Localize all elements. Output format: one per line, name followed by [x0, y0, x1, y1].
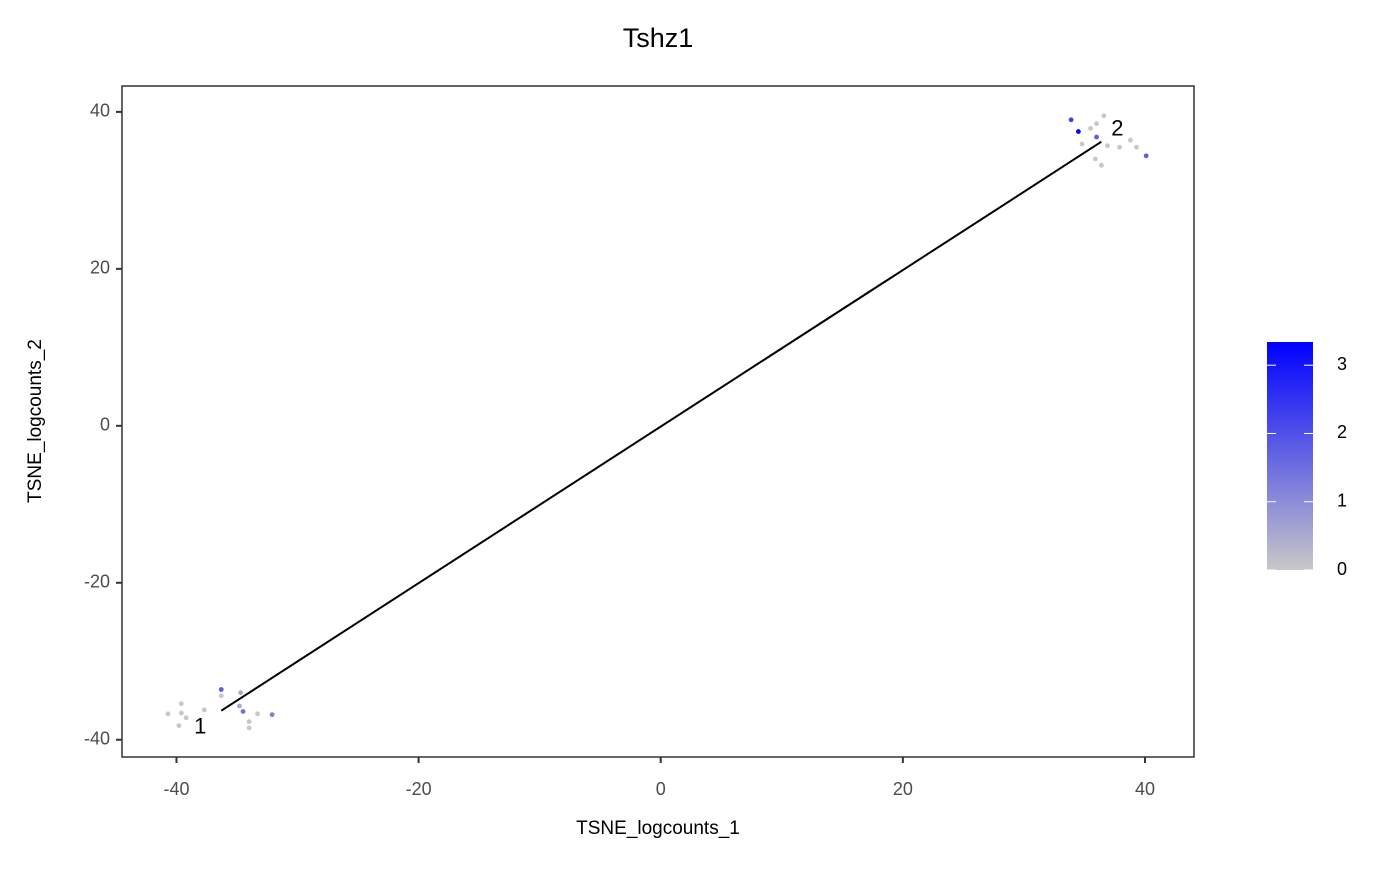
x-tick-label: 40	[1135, 779, 1155, 799]
point	[1134, 144, 1139, 150]
point	[218, 693, 224, 699]
point	[1105, 143, 1110, 149]
x-tick-label: -40	[163, 779, 189, 799]
point	[237, 703, 242, 709]
point	[269, 712, 275, 718]
point	[246, 719, 252, 725]
point	[255, 711, 260, 717]
x-tick-label: 20	[893, 779, 913, 799]
point	[1088, 125, 1093, 131]
point	[178, 701, 184, 707]
point	[183, 715, 189, 721]
point	[201, 707, 207, 713]
color-tick-label: 3	[1337, 354, 1347, 374]
point	[238, 690, 244, 696]
point	[176, 723, 182, 729]
y-tick-label: -20	[84, 572, 110, 592]
color-tick-label: 1	[1337, 490, 1347, 510]
point	[218, 687, 224, 692]
point	[1143, 153, 1149, 159]
point	[246, 725, 252, 731]
point	[240, 709, 246, 714]
point	[1092, 156, 1098, 162]
x-tick-label: 0	[656, 779, 666, 799]
point	[1117, 144, 1122, 150]
color-tick-label: 2	[1337, 422, 1347, 442]
point	[1079, 141, 1085, 147]
color-tick-label: 0	[1337, 559, 1347, 579]
point	[1094, 121, 1099, 127]
y-tick-label: -40	[84, 728, 110, 748]
chart-title: Tshz1	[623, 23, 694, 53]
trajectory-line	[220, 140, 1102, 712]
y-tick-label: 0	[100, 415, 110, 435]
trajectory-label: 2	[1111, 116, 1123, 141]
point	[1098, 162, 1104, 168]
x-tick-label: -20	[406, 779, 432, 799]
point	[1075, 129, 1081, 134]
point	[165, 711, 171, 717]
point	[178, 710, 184, 716]
color-bar	[1267, 342, 1313, 570]
y-axis-title: TSNE_logcounts_2	[25, 339, 46, 503]
point	[1128, 137, 1133, 143]
y-tick-label: 20	[90, 258, 110, 278]
plot-panel	[121, 85, 1195, 758]
point	[1101, 113, 1107, 119]
point	[1094, 134, 1099, 140]
point	[1068, 117, 1074, 123]
x-axis-title: TSNE_logcounts_1	[576, 818, 740, 839]
trajectory-label: 1	[194, 714, 206, 739]
y-tick-label: 40	[90, 101, 110, 121]
